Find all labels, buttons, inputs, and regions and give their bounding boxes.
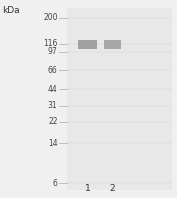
Text: 66: 66 <box>48 66 58 75</box>
Text: 6: 6 <box>53 179 58 188</box>
Text: 1: 1 <box>85 184 90 193</box>
Text: 44: 44 <box>48 85 58 94</box>
Text: 14: 14 <box>48 139 58 148</box>
Text: 200: 200 <box>43 13 58 22</box>
Text: 31: 31 <box>48 101 58 110</box>
Text: 22: 22 <box>48 117 58 126</box>
Text: 116: 116 <box>43 39 58 48</box>
FancyBboxPatch shape <box>67 8 172 190</box>
Text: kDa: kDa <box>2 6 19 15</box>
FancyBboxPatch shape <box>104 40 121 49</box>
FancyBboxPatch shape <box>78 40 97 49</box>
Text: 2: 2 <box>110 184 115 193</box>
Text: 97: 97 <box>48 48 58 56</box>
